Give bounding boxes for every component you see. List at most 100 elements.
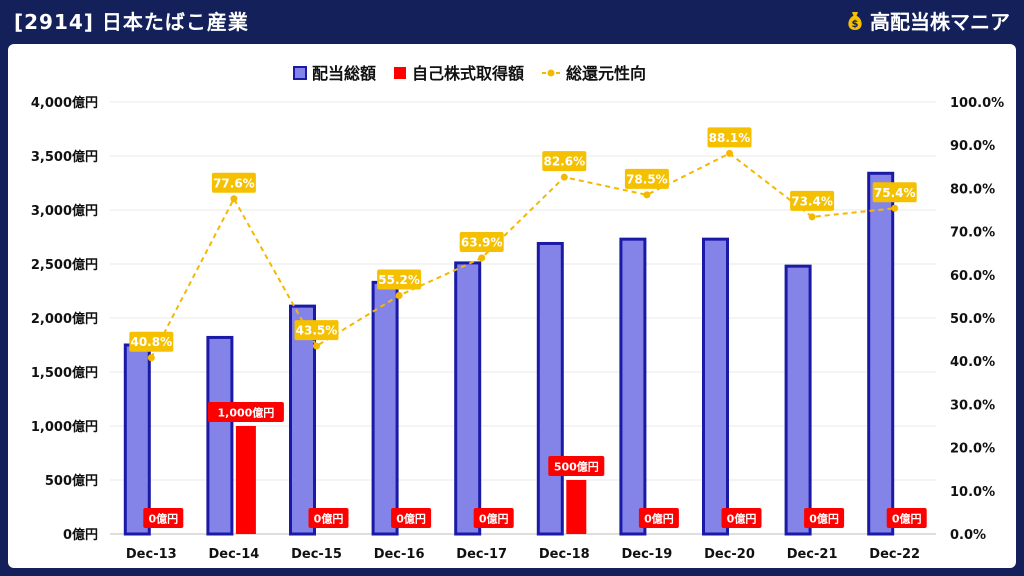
dividend-bar — [371, 280, 399, 536]
payout-label-text: 73.4% — [791, 194, 833, 208]
legend-label: 総還元性向 — [566, 64, 646, 83]
payout-label-box — [790, 190, 835, 211]
dividend-bar — [702, 237, 729, 536]
payout-label-box — [872, 182, 917, 203]
buyback-label-box — [886, 508, 927, 528]
buyback-label-text: 1,000億円 — [218, 406, 275, 420]
payout-label-text: 77.6% — [213, 176, 255, 190]
combo-chart: 0億円 500億円 1,000億円 1,500億円 2,000億円 2,500億円 3,00… — [31, 64, 1004, 562]
svg-text:$: $ — [852, 19, 859, 30]
header-bar: [2914] 日本たばこ産業 $ 高配当株マニア — [0, 0, 1024, 40]
brand-logo: $ 高配当株マニア — [844, 6, 1010, 35]
payout-label-text: 75.4% — [874, 186, 916, 200]
buyback-bar — [235, 426, 256, 534]
payout-ratio-point — [643, 191, 651, 199]
left-tick-label: 1,000億円 — [31, 419, 98, 435]
buyback-label-box — [391, 508, 432, 528]
payout-label-box — [211, 172, 256, 193]
payout-label-box — [624, 168, 669, 189]
legend-label: 配当総額 — [312, 64, 376, 83]
payout-ratio-line — [150, 152, 895, 359]
right-tick-label: 100.0% — [950, 96, 1004, 111]
right-tick-label: 50.0% — [950, 312, 995, 327]
x-tick-label: Dec-13 — [126, 547, 177, 562]
payout-ratio-point — [147, 354, 155, 362]
legend: 配当総額 自己株式取得額 総還元性向 — [293, 64, 646, 83]
right-tick-label: 30.0% — [950, 398, 995, 413]
buyback-label-box — [638, 508, 679, 528]
payout-label-text: 40.8% — [130, 335, 172, 349]
left-tick-label: 1,500億円 — [31, 365, 98, 381]
payout-label-text: 43.5% — [296, 324, 338, 338]
left-y-axis: 0億円 500億円 1,000億円 1,500億円 2,000億円 2,500億円 3,00… — [31, 95, 98, 543]
chart-panel: 0億円 500億円 1,000億円 1,500億円 2,000億円 2,500億円 3,00… — [8, 44, 1016, 568]
buyback-label-text: 0億円 — [396, 512, 426, 526]
payout-ratio-point — [395, 292, 403, 300]
x-tick-label: Dec-18 — [539, 547, 590, 562]
brand-name: 高配当株マニア — [870, 10, 1010, 34]
payout-label: 77.6% — [211, 172, 256, 193]
legend-item: 自己株式取得額 — [394, 64, 524, 83]
data-labels: 0億円 1,000億円 0億円 0億円 0億円 500億円 0億円 0億円 0億円 0億円 40.8… — [129, 127, 927, 528]
dividend-bar — [867, 171, 895, 536]
buyback-label-box — [308, 508, 349, 528]
right-tick-label: 40.0% — [950, 355, 995, 370]
buyback-label-box — [721, 508, 762, 528]
payout-ratio-point — [313, 342, 320, 350]
legend-swatch — [394, 67, 406, 79]
buyback-label-text: 0億円 — [314, 512, 344, 526]
left-tick-label: 4,000億円 — [31, 95, 98, 111]
left-tick-label: 3,500億円 — [31, 149, 98, 165]
buyback-label: 0億円 — [638, 508, 679, 528]
payout-label-box — [294, 320, 339, 341]
payout-label: 63.9% — [459, 231, 504, 252]
payout-ratio-point — [891, 204, 899, 212]
x-tick-label: Dec-19 — [621, 547, 672, 562]
x-tick-label: Dec-22 — [869, 547, 920, 562]
payout-label: 73.4% — [790, 190, 835, 211]
payout-ratio-point — [808, 213, 816, 221]
left-tick-label: 2,500億円 — [31, 257, 98, 273]
x-tick-label: Dec-15 — [291, 547, 342, 562]
legend-label: 自己株式取得額 — [412, 64, 524, 83]
legend-swatch-point — [547, 69, 555, 77]
payout-label: 40.8% — [129, 331, 174, 352]
payout-label-text: 55.2% — [378, 273, 420, 287]
payout-label-text: 88.1% — [709, 131, 751, 145]
right-tick-label: 60.0% — [950, 269, 995, 284]
buyback-label: 500億円 — [548, 456, 605, 476]
right-tick-label: 0.0% — [950, 528, 986, 543]
buyback-label-text: 0億円 — [727, 512, 757, 526]
buyback-label: 0億円 — [391, 508, 432, 528]
payout-label-box — [129, 331, 174, 352]
payout-label-box — [542, 151, 587, 172]
payout-ratio-point — [726, 149, 733, 157]
buyback-label-box — [548, 456, 605, 476]
buyback-label: 0億円 — [308, 508, 349, 528]
right-tick-label: 10.0% — [950, 485, 995, 500]
buyback-label-box — [473, 508, 514, 528]
buyback-label-text: 0億円 — [892, 512, 922, 526]
buyback-label-box — [207, 402, 284, 422]
left-tick-label: 2,000億円 — [31, 311, 98, 327]
payout-label: 78.5% — [624, 168, 669, 189]
payout-ratio-point — [230, 195, 238, 203]
payout-ratio-point — [560, 173, 568, 181]
buyback-label-text: 0億円 — [479, 512, 509, 526]
payout-label: 88.1% — [707, 127, 752, 148]
payout-ratio-point — [478, 254, 486, 262]
right-tick-label: 20.0% — [950, 442, 995, 457]
buyback-label: 0億円 — [804, 508, 845, 528]
dividend-bar — [536, 241, 564, 536]
payout-label-box — [377, 269, 422, 290]
dividend-bar — [123, 343, 151, 536]
gridlines — [110, 101, 936, 535]
payout-label: 55.2% — [377, 269, 422, 290]
x-tick-label: Dec-21 — [787, 547, 838, 562]
dividend-bar — [784, 264, 812, 536]
dividend-bar — [454, 261, 482, 536]
x-tick-label: Dec-17 — [456, 547, 507, 562]
payout-label-text: 78.5% — [626, 172, 668, 186]
left-tick-label: 3,000億円 — [31, 203, 98, 219]
legend-item: 総還元性向 — [542, 64, 646, 83]
